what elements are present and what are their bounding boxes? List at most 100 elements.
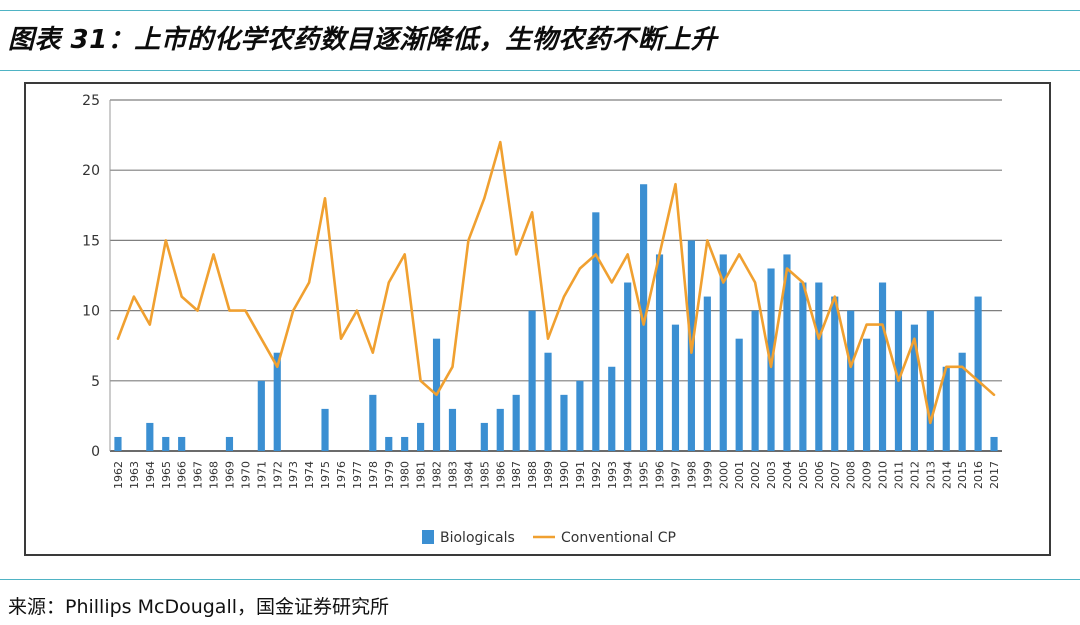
x-tick-label: 2004 — [781, 461, 794, 489]
x-tick-label: 2017 — [988, 461, 1001, 489]
point-conventional-cp — [706, 239, 709, 242]
bar-biologicals — [401, 436, 409, 451]
point-conventional-cp — [595, 253, 597, 256]
point-conventional-cp — [626, 253, 629, 256]
x-tick-label: 1998 — [685, 461, 698, 489]
bar-biologicals — [114, 436, 122, 451]
x-tick-label: 1966 — [176, 461, 189, 489]
point-conventional-cp — [833, 295, 836, 298]
x-tick-label: 1981 — [415, 461, 428, 489]
x-tick-label: 1993 — [606, 461, 619, 489]
x-tick-label: 1975 — [319, 461, 332, 489]
x-tick-label: 2012 — [908, 461, 921, 489]
x-tick-label: 2014 — [940, 461, 953, 489]
x-tick-label: 1978 — [367, 461, 380, 489]
point-conventional-cp — [133, 295, 135, 298]
x-tick-label: 1970 — [239, 461, 252, 489]
point-conventional-cp — [276, 365, 279, 368]
point-conventional-cp — [515, 253, 517, 256]
point-conventional-cp — [356, 309, 358, 312]
point-conventional-cp — [387, 281, 390, 284]
figure-title: 图表 31：上市的化学农药数目逐渐降低，生物农药不断上升 — [8, 25, 718, 55]
bar-biologicals — [528, 310, 536, 451]
x-tick-label: 2016 — [972, 461, 985, 489]
bar-biologicals — [847, 310, 855, 451]
point-conventional-cp — [467, 239, 470, 242]
x-tick-label: 1997 — [669, 461, 682, 489]
point-conventional-cp — [818, 337, 820, 340]
x-tick-label: 1964 — [144, 461, 157, 489]
y-tick-label: 15 — [82, 233, 100, 249]
point-conventional-cp — [260, 337, 263, 340]
chart-container: 0 5 10 15 20 25 1962 1963 1964 1965 1966 1967 1968 1… — [24, 82, 1051, 556]
bar-biologicals — [624, 282, 632, 451]
source-note: 来源：Phillips McDougall，国金证券研究所 — [8, 596, 390, 618]
point-conventional-cp — [435, 394, 438, 396]
point-conventional-cp — [180, 295, 183, 298]
bar-biologicals — [592, 212, 600, 451]
bar-biologicals — [257, 380, 265, 451]
point-conventional-cp — [961, 365, 963, 368]
point-conventional-cp — [738, 253, 740, 256]
bar-biologicals — [783, 254, 791, 451]
bar-biologicals — [146, 422, 154, 451]
y-tick-label: 5 — [91, 374, 100, 390]
x-tick-label: 1968 — [208, 461, 221, 489]
x-tick-label: 1996 — [654, 461, 667, 489]
point-conventional-cp — [563, 295, 565, 298]
bar-biologicals — [751, 310, 759, 451]
point-conventional-cp — [324, 197, 326, 200]
x-tick-label: 1994 — [622, 461, 635, 489]
x-tick-label: 1992 — [590, 461, 603, 489]
x-tick-label: 1991 — [574, 461, 587, 489]
x-tick-label: 1983 — [446, 461, 459, 489]
bar-biologicals — [225, 436, 234, 451]
x-tick-label: 2011 — [892, 461, 905, 489]
x-tick-label: 1971 — [255, 461, 268, 489]
bar-biologicals — [321, 408, 329, 451]
bar-biologicals — [544, 352, 552, 451]
x-tick-label: 1969 — [223, 461, 236, 489]
point-conventional-cp — [403, 253, 406, 256]
x-tick-label: 1980 — [399, 461, 412, 489]
x-tick-label: 1999 — [701, 461, 714, 489]
bar-biologicals — [942, 366, 950, 451]
point-conventional-cp — [149, 323, 151, 326]
point-conventional-cp — [913, 337, 916, 340]
point-conventional-cp — [292, 309, 294, 312]
x-tick-label: 1988 — [526, 461, 539, 489]
x-tick-label: 1963 — [128, 461, 141, 489]
x-tick-label: 2007 — [829, 461, 842, 489]
x-tick-label: 1965 — [160, 461, 173, 489]
x-tick-label: 1989 — [542, 461, 555, 489]
bar-biologicals — [655, 254, 664, 451]
top-rule — [0, 10, 1080, 11]
point-conventional-cp — [372, 351, 374, 354]
x-tick-label: 1976 — [335, 461, 348, 489]
y-tick-label: 25 — [82, 93, 100, 109]
conventional-line — [116, 140, 996, 425]
x-tick-label: 2008 — [845, 461, 858, 489]
x-tick-label: 2003 — [765, 461, 778, 489]
bar-biologicals — [926, 310, 934, 451]
point-conventional-cp — [929, 422, 932, 424]
x-tick-label: 2009 — [861, 461, 874, 489]
x-tick-label: 1977 — [351, 461, 364, 489]
x-tick-label: 1974 — [303, 461, 316, 489]
bar-biologicals — [878, 282, 887, 451]
point-conventional-cp — [690, 351, 693, 354]
x-tick-label: 1972 — [271, 461, 284, 489]
point-conventional-cp — [308, 281, 310, 284]
y-axis-ticks: 0 5 10 15 20 25 — [82, 93, 100, 460]
point-conventional-cp — [674, 183, 677, 186]
point-conventional-cp — [196, 309, 199, 312]
point-conventional-cp — [865, 323, 868, 326]
point-conventional-cp — [117, 337, 119, 340]
point-conventional-cp — [483, 197, 486, 200]
footer-rule — [0, 579, 1080, 580]
x-tick-label: 2001 — [733, 461, 746, 489]
x-tick-label: 1990 — [558, 461, 571, 489]
x-tick-label: 2010 — [877, 461, 890, 489]
x-tick-label: 1984 — [462, 461, 475, 489]
bar-biologicals — [863, 338, 871, 451]
